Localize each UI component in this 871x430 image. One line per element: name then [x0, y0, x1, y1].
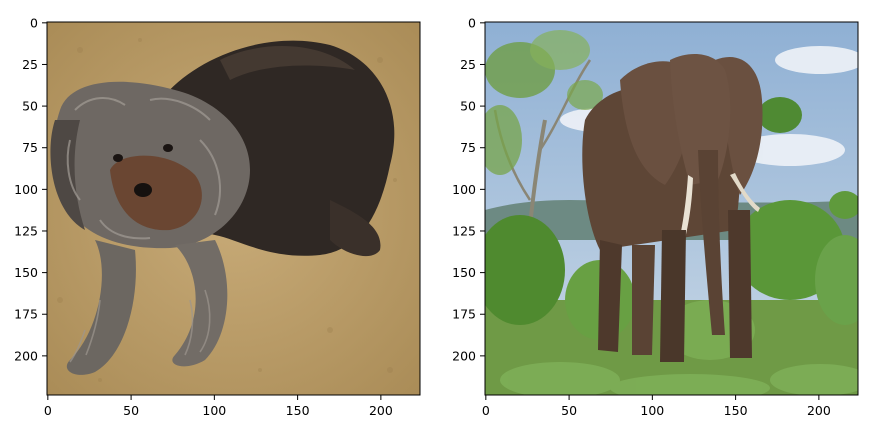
dog-eye-right [163, 144, 173, 152]
dog-back-highlight [220, 46, 355, 80]
dog-x-tick-label: 200 [369, 403, 393, 418]
elephant-leg-far-right [728, 210, 752, 358]
elephant-y-tick-label: 125 [452, 223, 476, 238]
elephant-y-tick-label: 175 [452, 307, 476, 322]
elephant-axes-frame [484, 21, 859, 396]
elephant-y-tick-label: 0 [468, 15, 476, 30]
elephant-photo [485, 22, 858, 395]
dog-axes-frame [46, 21, 421, 396]
elephant-y-tick-label: 100 [452, 182, 476, 197]
elephant-y-tick-label: 25 [460, 57, 476, 72]
dog-nose [134, 183, 152, 197]
elephant-axes: 0 50 100 150 200 0 25 50 75 100 125 150 175 200 [452, 15, 831, 418]
elephant-y-tick-label: 75 [460, 140, 476, 155]
dog-y-tick-label: 150 [14, 265, 38, 280]
dog-photo [47, 22, 420, 395]
dog-hind-leg [330, 200, 381, 257]
dog-front-leg-right [172, 240, 228, 367]
elephant-image-panel: 0 50 100 150 200 0 25 50 75 100 125 150 175 200 [452, 15, 859, 418]
elephant-y-tick-label: 200 [452, 348, 476, 363]
dog-y-tick-label: 0 [30, 15, 38, 30]
dog-x-tick-label: 50 [123, 403, 139, 418]
elephant-leg-back [632, 245, 655, 355]
dog-y-tick-label: 125 [14, 223, 38, 238]
dog-ear [50, 120, 85, 230]
elephant-x-tick-label: 200 [807, 403, 831, 418]
dog-y-tick-label: 75 [22, 140, 38, 155]
dog-fur-wisps [66, 97, 221, 240]
elephant-tusk-left [677, 175, 693, 250]
dog-x-tick-label: 150 [286, 403, 310, 418]
tree-right-foliage [758, 97, 802, 133]
dog-y-tick-label: 200 [14, 348, 38, 363]
elephant-y-tick-label: 150 [452, 265, 476, 280]
dog-x-tick-label: 0 [44, 403, 52, 418]
dog-x-tick-label: 100 [202, 403, 226, 418]
foreground-grass [500, 362, 858, 395]
elephant-leg-front-left [598, 240, 622, 352]
elephant-x-tick-label: 50 [561, 403, 577, 418]
dog-image-panel: 0 50 100 150 200 0 25 50 75 100 125 150 175 200 [14, 15, 421, 418]
elephant-tusk-right [730, 173, 760, 212]
dog-front-leg-left [66, 240, 136, 375]
elephant-x-tick-label: 100 [640, 403, 664, 418]
dog-eye-left [113, 154, 123, 162]
carpet-texture [57, 38, 397, 382]
dog-y-tick-label: 100 [14, 182, 38, 197]
elephant-y-tick-label: 50 [460, 99, 476, 114]
elephant-x-tick-label: 0 [482, 403, 490, 418]
dog-y-tick-label: 25 [22, 57, 38, 72]
dog-muzzle [110, 155, 202, 231]
elephant-x-tick-label: 150 [724, 403, 748, 418]
dog-leg-fur [69, 289, 211, 363]
tree-far-right [829, 191, 858, 219]
elephant-trunk [698, 150, 725, 335]
dog-y-tick-label: 175 [14, 307, 38, 322]
elephant-leg-front-right [660, 230, 686, 362]
dog-y-tick-label: 50 [22, 99, 38, 114]
elephant [582, 54, 763, 362]
dog-axes: 0 50 100 150 200 0 25 50 75 100 125 150 175 200 [14, 15, 393, 418]
